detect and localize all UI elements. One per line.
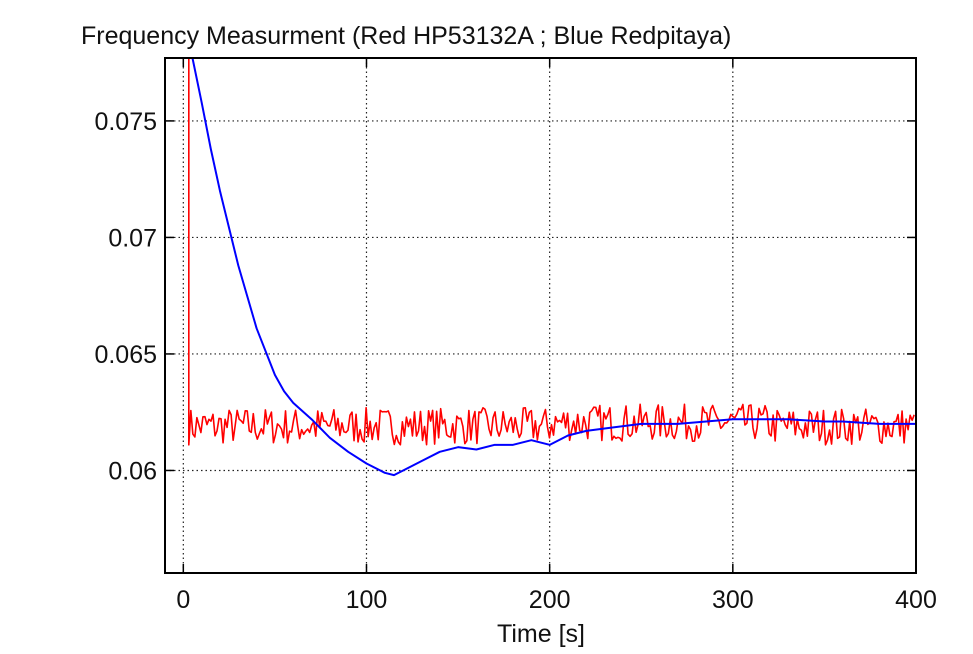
x-tick-label: 300 <box>712 586 754 614</box>
y-tick-label: 0.07 <box>108 224 157 252</box>
x-tick-label: 400 <box>895 586 937 614</box>
series-line-2 <box>191 58 916 477</box>
chart-title: Frequency Measurment (Red HP53132A ; Blu… <box>81 22 731 50</box>
x-axis-label: Time [s] <box>497 620 585 648</box>
series-layer <box>188 58 916 477</box>
y-tick-label: 0.065 <box>94 341 157 369</box>
y-tick-label: 0.06 <box>108 457 157 485</box>
y-tick-label: 0.075 <box>94 108 157 136</box>
x-tick-label: 200 <box>529 586 571 614</box>
x-tick-label: 0 <box>176 586 190 614</box>
series-line-1 <box>188 58 915 446</box>
plot-frame <box>164 57 917 574</box>
x-tick-label: 100 <box>346 586 388 614</box>
tick-layer: 0 100 200 300 400 0.06 0.065 0.07 0.075 <box>94 58 937 614</box>
